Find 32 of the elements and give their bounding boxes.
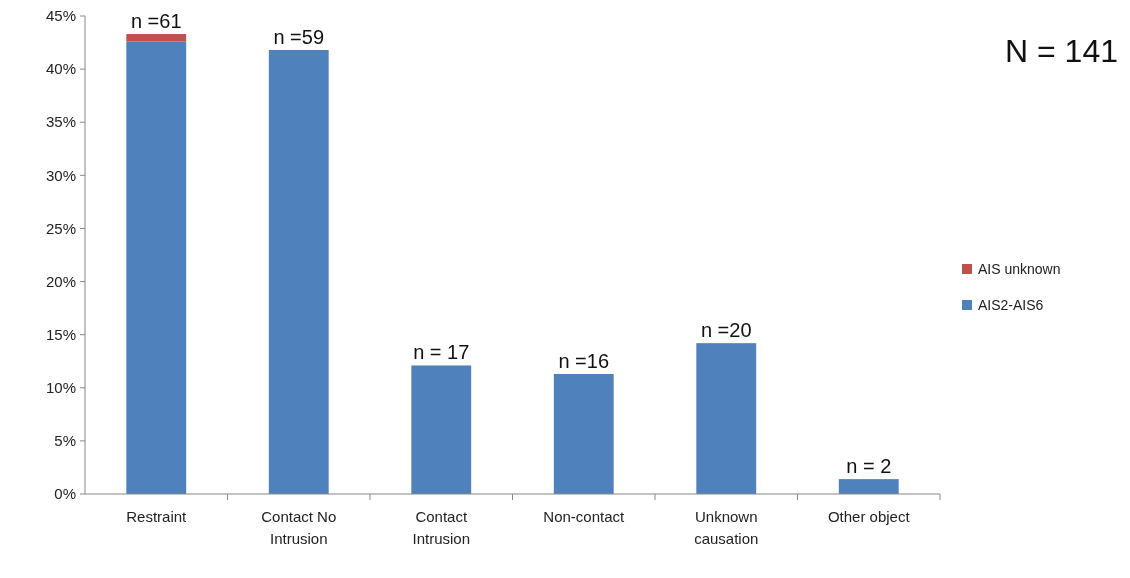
text: N = 141 — [1005, 33, 1118, 69]
annotation: n =20 — [700, 319, 752, 342]
y-tick-label: 30% — [45, 166, 76, 184]
bar — [268, 49, 329, 494]
x-tick-label: Contact Intrusion — [412, 508, 471, 547]
y-tick-label: 25% — [45, 219, 76, 237]
bar — [411, 365, 472, 494]
y-tick-label: 40% — [45, 60, 76, 78]
bar — [126, 34, 187, 42]
bar — [696, 343, 757, 494]
x-tick-label: Non-contact — [543, 508, 626, 525]
legend-label: AIS unknown — [978, 260, 1061, 277]
y-tick-label: 20% — [45, 272, 76, 290]
annotation: n =59 — [273, 25, 325, 48]
y-tick-label: 15% — [45, 325, 76, 343]
y-tick-label: 0% — [54, 485, 76, 503]
y-tick-label: 45% — [45, 7, 76, 25]
y-tick-label: 10% — [45, 379, 76, 397]
legend-label: AIS2-AIS6 — [978, 296, 1044, 313]
bar — [553, 373, 614, 494]
annotation: n = 17 — [413, 341, 470, 364]
x-tick-label: Contact No Intrusion — [261, 508, 337, 547]
y-tick-label: 5% — [54, 432, 76, 450]
annotation: n =16 — [558, 349, 610, 372]
annotation: n =61 — [130, 10, 182, 33]
x-tick-label: Other object — [827, 508, 911, 525]
bar — [126, 41, 187, 494]
x-tick-label: Restraint — [126, 508, 188, 525]
bar — [838, 479, 899, 494]
y-tick-label: 35% — [45, 113, 76, 131]
annotation: n = 2 — [846, 455, 892, 478]
x-tick-label: Unknown causation — [694, 508, 759, 547]
